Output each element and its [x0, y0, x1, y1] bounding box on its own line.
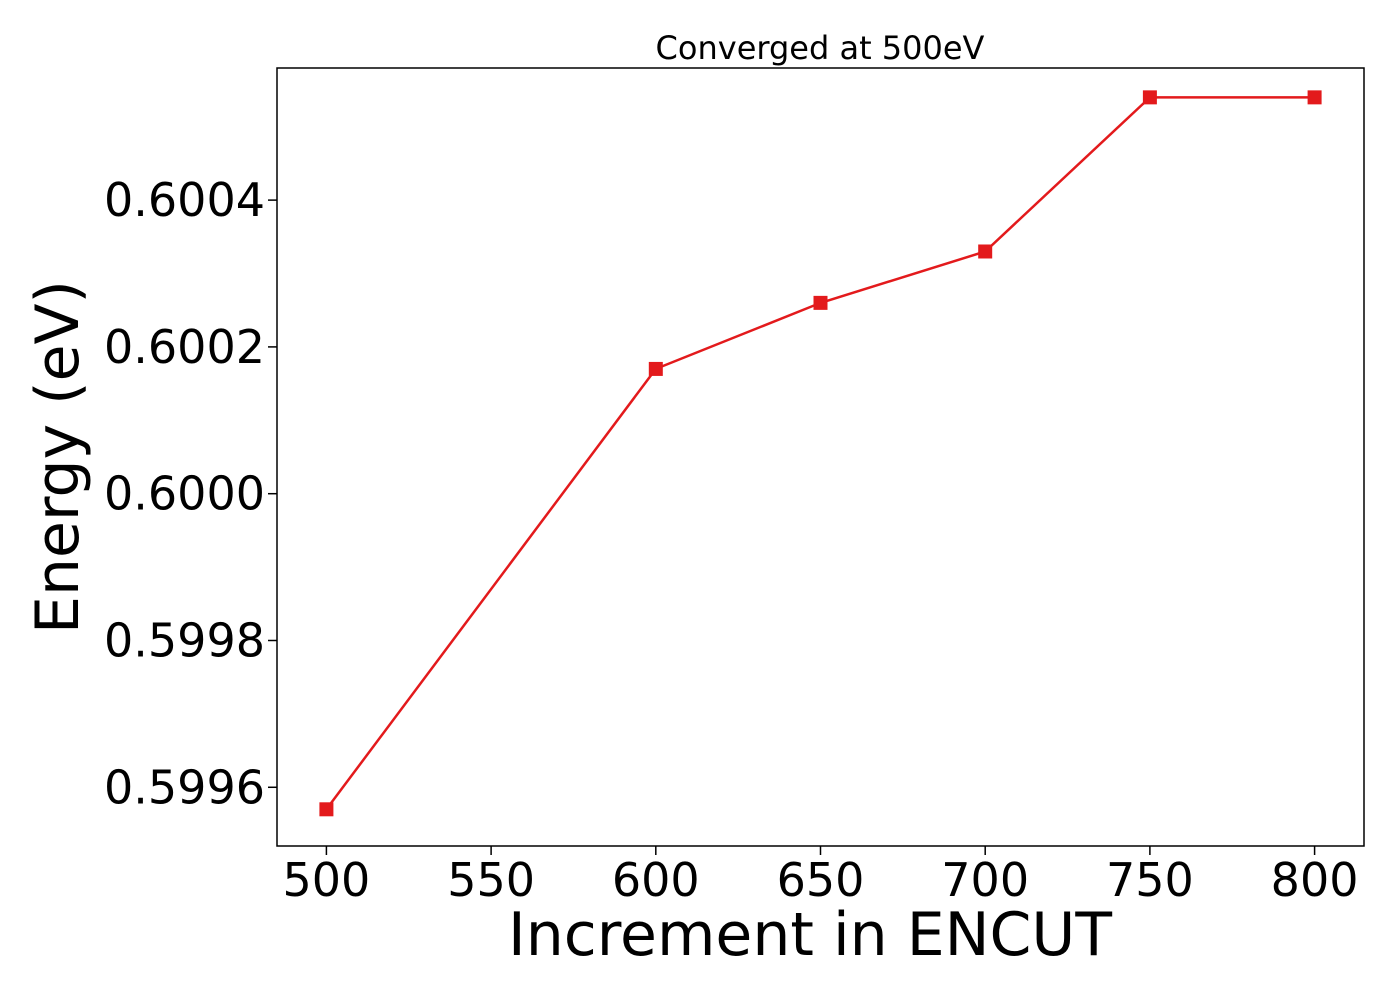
series-group — [319, 90, 1322, 817]
series-line — [325, 96, 1315, 811]
y-tick-label: 0.5996 — [104, 760, 265, 814]
y-tick-label: 0.6002 — [104, 320, 265, 374]
data-point-marker — [1307, 90, 1322, 105]
data-point-marker — [1142, 90, 1157, 105]
data-point-marker — [319, 802, 334, 817]
x-tick-label: 750 — [1106, 853, 1194, 907]
data-point-marker — [813, 295, 828, 310]
y-axis-label: Energy (eV) — [23, 280, 93, 634]
x-tick-label: 550 — [447, 853, 535, 907]
x-tick-label: 500 — [283, 853, 371, 907]
data-point-marker — [978, 244, 993, 259]
y-axis: 0.5996 0.5998 0.6000 0.6002 0.6004 — [104, 173, 277, 814]
y-tick-label: 0.5998 — [104, 613, 265, 667]
y-tick-label: 0.6004 — [104, 173, 265, 227]
data-point-marker — [648, 361, 663, 376]
chart-title: Converged at 500eV — [656, 29, 985, 67]
plot-area-frame — [276, 67, 1365, 847]
x-tick-label: 700 — [941, 853, 1029, 907]
y-tick-label: 0.6000 — [104, 467, 265, 521]
x-tick-label: 800 — [1271, 853, 1359, 907]
x-tick-label: 600 — [612, 853, 700, 907]
x-tick-label: 650 — [777, 853, 865, 907]
x-axis-label: Increment in ENCUT — [508, 900, 1112, 970]
x-axis: 500 550 600 650 700 750 800 — [283, 846, 1359, 907]
